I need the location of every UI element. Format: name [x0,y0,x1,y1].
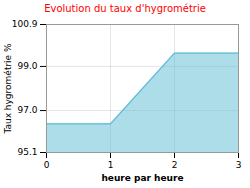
svg-text:97.0: 97.0 [17,105,37,115]
svg-text:1: 1 [108,160,114,170]
svg-text:heure par heure: heure par heure [101,173,183,183]
svg-text:100.9: 100.9 [12,19,38,29]
svg-text:2: 2 [172,160,178,170]
svg-text:95.1: 95.1 [17,147,37,157]
svg-text:0: 0 [44,160,50,170]
svg-text:3: 3 [236,160,242,170]
html-text:Evolution du taux d'hygrométri: Evolution du taux d'hygrométrie [44,3,206,14]
svg-text:99.0: 99.0 [17,61,37,71]
svg-text:Taux hygrométrie %: Taux hygrométrie % [3,43,13,135]
